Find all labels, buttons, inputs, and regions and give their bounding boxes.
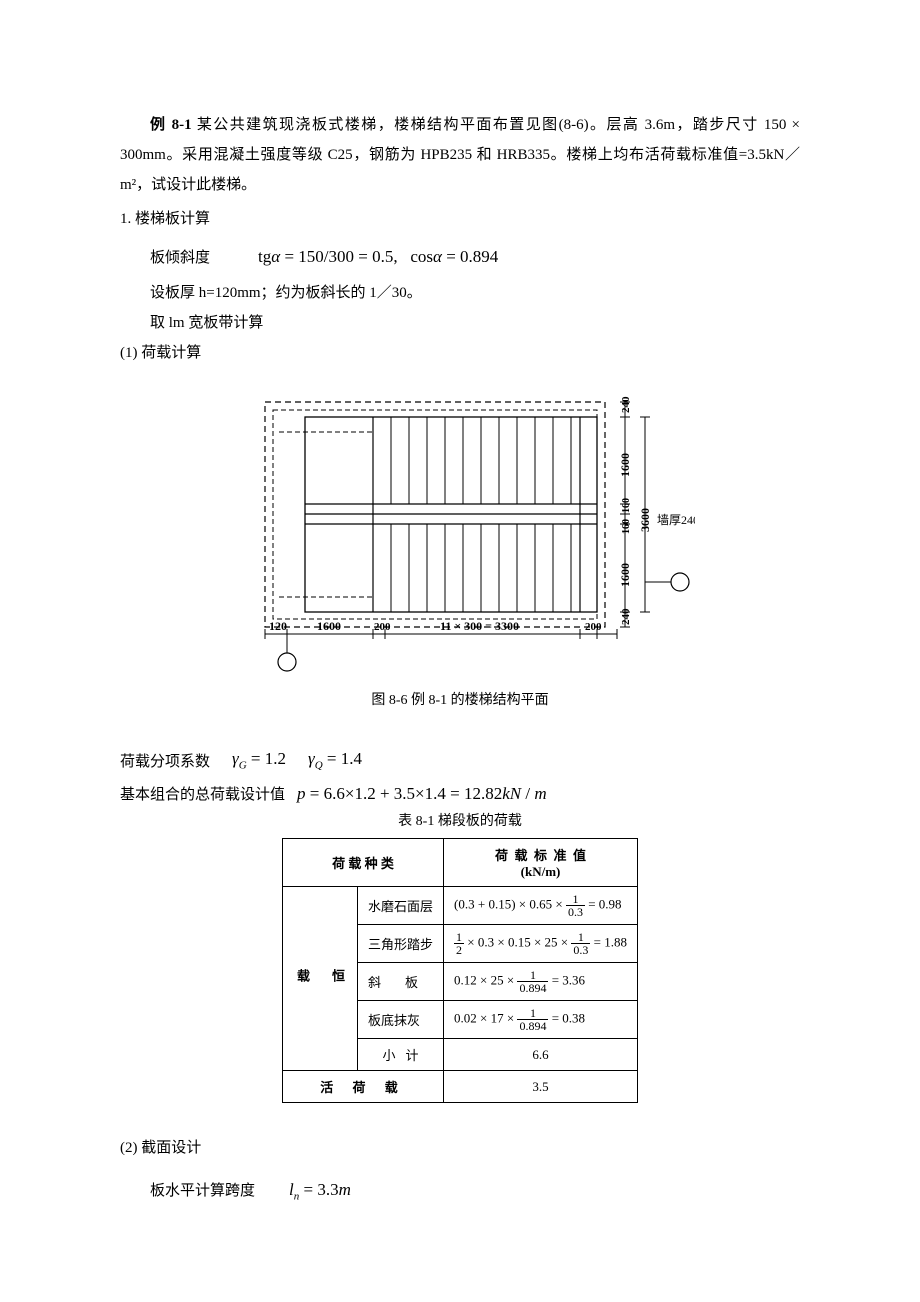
th-value: 荷 载 标 准 值(kN/m) xyxy=(444,839,638,887)
strip-line: 取 lm 宽板带计算 xyxy=(120,308,800,338)
combo-row: 基本组合的总荷载设计值 p = 6.6×1.2 + 3.5×1.4 = 12.8… xyxy=(120,783,800,804)
subtotal-label: 小计 xyxy=(358,1039,444,1071)
page-root: 例 8-1 某公共建筑现浇板式楼梯，楼梯结构平面布置见图(8-6)。层高 3.6… xyxy=(0,0,920,1302)
dim-r160b: 160 xyxy=(621,519,632,534)
span-formula: ln = 3.3m xyxy=(259,1173,351,1207)
table-title: 表 8-1 梯段板的荷载 xyxy=(120,810,800,830)
dim-r240a: 240 xyxy=(620,396,632,413)
th-type: 荷 载 种 类 xyxy=(283,839,444,887)
factor-label: 荷载分项系数 xyxy=(120,750,210,771)
live-value: 3.5 xyxy=(444,1071,638,1103)
table-row: 活 荷 载 3.5 xyxy=(283,1071,638,1103)
wall-note: 墙厚240 xyxy=(657,513,695,527)
dim-1600-b: 1600 xyxy=(317,619,341,633)
figure-8-6: 120 1600 200 11 × 300 = 3300 200 240 xyxy=(120,382,800,709)
slope-formula: tgα = 150/300 = 0.5, cosα = 0.894 xyxy=(228,240,498,274)
live-load-label: 活 荷 载 xyxy=(283,1071,444,1103)
table-row: 恒载 水磨石面层 (0.3 + 0.15) × 0.65 × 10.3 = 0.… xyxy=(283,887,638,925)
dim-120: 120 xyxy=(269,619,287,633)
load-factor-row: 荷载分项系数 γG = 1.2 γQ = 1.4 xyxy=(120,749,800,771)
row-val: 0.02 × 17 × 10.894 = 0.38 xyxy=(444,1001,638,1039)
gamma-g: γG = 1.2 xyxy=(232,749,286,771)
row-name: 水磨石面层 xyxy=(358,887,444,925)
row-val: (0.3 + 0.15) × 0.65 × 10.3 = 0.98 xyxy=(444,887,638,925)
dead-load-label: 恒载 xyxy=(283,887,358,1071)
stair-plan-svg: 120 1600 200 11 × 300 = 3300 200 240 xyxy=(225,382,695,672)
span-row: 板水平计算跨度 ln = 3.3m xyxy=(120,1173,800,1207)
gamma-q: γQ = 1.4 xyxy=(308,749,362,771)
table-header-row: 荷 载 种 类 荷 载 标 准 值(kN/m) xyxy=(283,839,638,887)
section-1-1: (1) 荷载计算 xyxy=(120,338,800,368)
span-label: 板水平计算跨度 xyxy=(120,1176,255,1206)
combo-label: 基本组合的总荷载设计值 xyxy=(120,783,285,804)
dim-200a: 200 xyxy=(374,621,391,633)
section-2: (2) 截面设计 xyxy=(120,1133,800,1163)
dim-r1600a: 1600 xyxy=(618,453,632,477)
figure-caption: 图 8-6 例 8-1 的楼梯结构平面 xyxy=(120,689,800,709)
row-name: 板底抹灰 xyxy=(358,1001,444,1039)
thickness-line: 设板厚 h=120mm；约为板斜长的 1／30。 xyxy=(120,278,800,308)
row-name: 三角形踏步 xyxy=(358,925,444,963)
combo-formula: p = 6.6×1.2 + 3.5×1.4 = 12.82kN / m xyxy=(297,784,547,804)
dim-r1600b: 1600 xyxy=(618,563,632,587)
slope-row: 板倾斜度 tgα = 150/300 = 0.5, cosα = 0.894 xyxy=(120,240,800,274)
slope-label: 板倾斜度 xyxy=(120,243,210,273)
dim-200b: 200 xyxy=(585,621,602,633)
dim-r160a: 160 xyxy=(621,498,632,513)
row-name: 斜板 xyxy=(358,963,444,1001)
intro-body: 某公共建筑现浇板式楼梯，楼梯结构平面布置见图(8-6)。层高 3.6m，踏步尺寸… xyxy=(120,117,800,193)
section-1-heading: 1. 楼梯板计算 xyxy=(120,204,800,234)
dim-3300: 11 × 300 = 3300 xyxy=(440,619,519,633)
dim-total: 3600 xyxy=(638,508,652,532)
row-val: 12 × 0.3 × 0.15 × 25 × 10.3 = 1.88 xyxy=(444,925,638,963)
load-table: 荷 载 种 类 荷 载 标 准 值(kN/m) 恒载 水磨石面层 (0.3 + … xyxy=(282,838,638,1103)
intro-paragraph: 例 8-1 某公共建筑现浇板式楼梯，楼梯结构平面布置见图(8-6)。层高 3.6… xyxy=(120,110,800,200)
dim-r240b: 240 xyxy=(620,608,632,625)
row-val: 0.12 × 25 × 10.894 = 3.36 xyxy=(444,963,638,1001)
example-label: 例 8-1 xyxy=(150,117,192,133)
subtotal-value: 6.6 xyxy=(444,1039,638,1071)
